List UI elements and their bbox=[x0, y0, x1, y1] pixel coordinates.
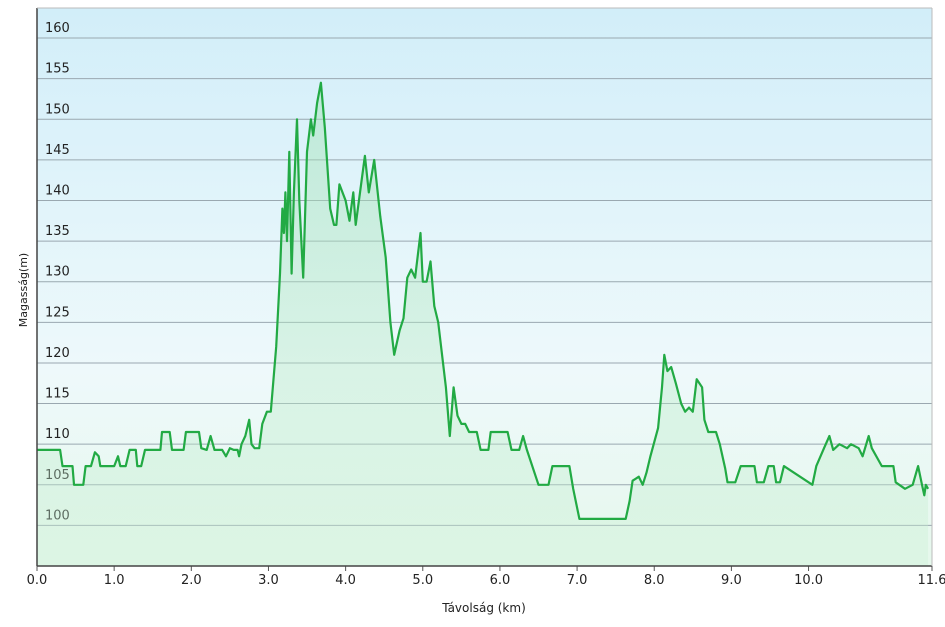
x-tick-label: 11.6 bbox=[918, 573, 945, 588]
x-tick-label: 10.0 bbox=[794, 573, 823, 588]
y-tick-label: 110 bbox=[45, 427, 70, 442]
x-axis-label: Távolság (km) bbox=[441, 601, 526, 615]
x-tick-label: 7.0 bbox=[567, 573, 588, 588]
x-tick-label: 1.0 bbox=[104, 573, 125, 588]
y-tick-label: 120 bbox=[45, 346, 70, 361]
y-tick-label: 130 bbox=[45, 265, 70, 280]
y-tick-label: 135 bbox=[45, 224, 70, 239]
x-tick-label: 4.0 bbox=[335, 573, 356, 588]
x-tick-label: 5.0 bbox=[412, 573, 433, 588]
x-tick-label: 9.0 bbox=[721, 573, 742, 588]
x-tick-label: 6.0 bbox=[490, 573, 511, 588]
y-tick-label: 140 bbox=[45, 183, 70, 198]
x-tick-label: 8.0 bbox=[644, 573, 665, 588]
y-tick-label: 125 bbox=[45, 305, 70, 320]
x-tick-label: 3.0 bbox=[258, 573, 279, 588]
y-tick-label: 115 bbox=[45, 387, 70, 402]
y-tick-label: 145 bbox=[45, 143, 70, 158]
x-tick-label: 0.0 bbox=[27, 573, 48, 588]
y-tick-label: 150 bbox=[45, 102, 70, 117]
y-tick-label: 155 bbox=[45, 62, 70, 77]
x-tick-label: 2.0 bbox=[181, 573, 202, 588]
y-axis-label: Magasság(m) bbox=[17, 253, 30, 327]
y-tick-label: 160 bbox=[45, 21, 70, 36]
line bbox=[37, 81, 930, 520]
